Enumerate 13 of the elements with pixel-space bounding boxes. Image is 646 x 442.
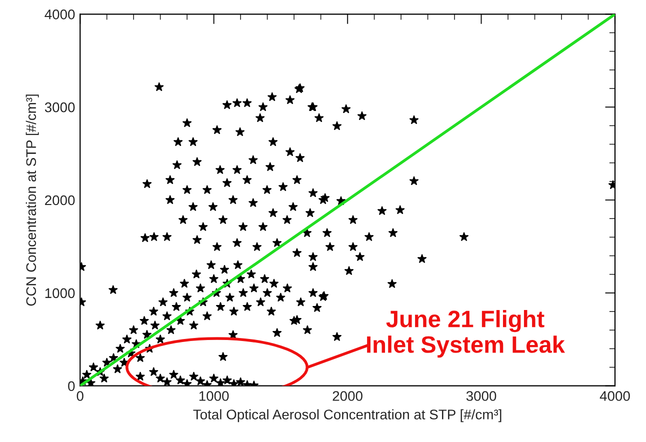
x-axis-title: Total Optical Aerosol Concentration at STP [#/cm³] (193, 409, 502, 422)
x-tick-label: 1000 (199, 391, 229, 401)
x-tick-label: 4000 (600, 391, 630, 401)
annotation: June 21 Flight Inlet System Leak (367, 310, 565, 358)
x-tick-label: 2000 (332, 391, 362, 401)
y-tick-label: 4000 (44, 9, 75, 20)
y-tick-label: 1000 (45, 288, 75, 298)
x-tick-label: 0 (76, 391, 84, 401)
y-axis-title: CCN Concentration at STP [#/cm³] (26, 94, 39, 306)
x-tick-label: 3000 (466, 391, 496, 401)
y-tick-label: 2000 (45, 195, 75, 206)
y-tick-label: 0 (68, 381, 75, 392)
y-tick-label: 3000 (44, 102, 75, 112)
